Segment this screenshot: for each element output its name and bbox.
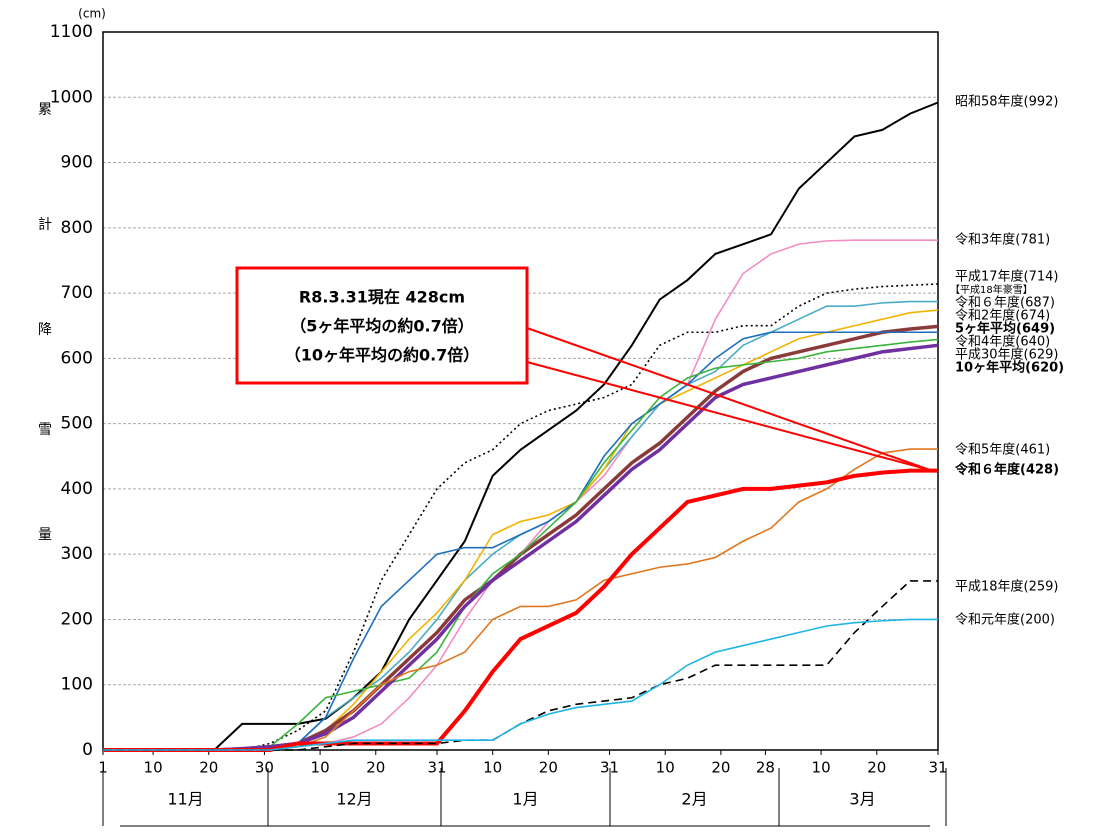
month-label: 2月	[681, 790, 707, 809]
x-tick-label: 20	[711, 759, 730, 777]
annotation-box	[235, 266, 529, 385]
plot-frame	[102, 31, 939, 751]
x-tick-label: 28	[756, 759, 775, 777]
series-line	[103, 324, 939, 752]
annotation-text: R8.3.31現在 428cm	[299, 288, 465, 307]
x-tick-label: 10	[656, 759, 675, 777]
y-tick-label: 400	[61, 479, 93, 499]
legend-label: 令和3年度(781)	[955, 232, 1050, 248]
y-tick-label: 1100	[50, 22, 93, 42]
month-label: 3月	[849, 790, 875, 809]
series-line	[103, 618, 938, 751]
x-tick-label: 31	[928, 759, 947, 777]
y-tick-label: 100	[61, 675, 93, 695]
annotation-text: （10ヶ年平均の約0.7倍）	[285, 346, 480, 365]
callout	[526, 327, 931, 471]
x-tick-label: 10	[144, 759, 163, 777]
y-axis-char: 累	[38, 102, 52, 118]
y-tick-label: 0	[82, 740, 93, 760]
legend-label: 10ヶ年平均(620)	[955, 360, 1064, 376]
series-line	[103, 343, 939, 752]
legend-label: 令和5年度(461)	[955, 442, 1050, 458]
series-line	[103, 283, 939, 751]
x-tick-label: 31	[427, 759, 446, 777]
month-label: 12月	[336, 790, 372, 809]
y-axis-char: 降	[38, 322, 52, 338]
x-tick-label: 10	[483, 759, 502, 777]
legend-label: 平成17年度(714)	[955, 269, 1059, 285]
x-tick-label: 20	[539, 759, 558, 777]
x-tick-label: 10	[311, 759, 330, 777]
legend-label: 平成18年度(259)	[955, 579, 1059, 595]
x-tick-label: 10	[812, 759, 831, 777]
month-label: 11月	[167, 790, 203, 809]
x-tick-label: 20	[199, 759, 218, 777]
note: 【平成18年豪雪】	[950, 283, 1033, 296]
x-tick-label: 31	[600, 759, 619, 777]
series-line	[103, 331, 938, 751]
x-tick-label: 20	[366, 759, 385, 777]
callout	[526, 361, 931, 471]
series-line	[103, 468, 938, 752]
month-label: 1月	[512, 790, 538, 809]
y-axis-char: 量	[38, 527, 52, 543]
y-tick-label: 700	[61, 283, 93, 303]
series-line	[103, 580, 938, 751]
annotation-text: （5ヶ年平均の約0.7倍）	[290, 317, 473, 336]
y-tick-label: 600	[61, 348, 93, 368]
y-tick-label: 900	[61, 153, 93, 173]
series-line	[103, 338, 939, 751]
legend-label: 平成30年度(629)	[955, 347, 1059, 363]
legend-label: 昭和58年度(992)	[955, 94, 1059, 110]
y-axis-char: 雪	[38, 422, 52, 438]
y-tick-label: 200	[61, 609, 93, 629]
series-line	[103, 101, 939, 751]
y-tick-label: 500	[61, 414, 93, 434]
x-tick-label: 20	[867, 759, 886, 777]
legend-label: 令和６年度(687)	[955, 295, 1055, 311]
legend-label: 令和６年度(428)	[955, 462, 1059, 478]
y-axis-char: 計	[38, 217, 52, 233]
x-tick-label: 1	[98, 759, 108, 777]
legend-label: 令和4年度(640)	[955, 334, 1050, 350]
y-tick-label: 300	[61, 544, 93, 564]
series-line	[103, 448, 938, 751]
y-tick-label: 1000	[50, 87, 93, 107]
legend-label: 令和元年度(200)	[955, 612, 1055, 628]
x-tick-label: 30	[255, 759, 274, 777]
legend-label: 5ヶ年平均(649)	[955, 321, 1055, 337]
legend-label: 令和2年度(674)	[955, 308, 1050, 324]
y-tick-label: 800	[61, 218, 93, 238]
y-unit: (cm)	[78, 7, 106, 21]
